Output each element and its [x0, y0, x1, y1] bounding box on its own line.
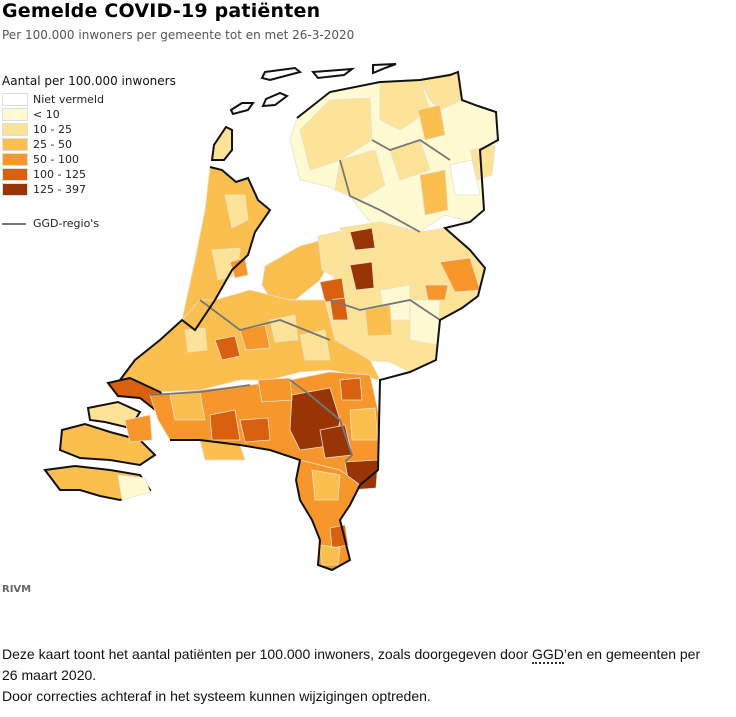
- description-text: Deze kaart toont het aantal patiënten pe…: [2, 646, 533, 662]
- legend-label: < 10: [33, 108, 60, 121]
- description-text: ’en en gemeenten per: [563, 646, 701, 662]
- legend-label: 100 - 125: [33, 168, 86, 181]
- map-legend: Aantal per 100.000 inwoners Niet vermeld…: [2, 74, 176, 230]
- map-description: Deze kaart toont het aantal patiënten pe…: [2, 644, 736, 707]
- ggd-abbreviation[interactable]: GGD: [532, 646, 564, 664]
- legend-label: 125 - 397: [33, 183, 86, 196]
- description-date: 26 maart 2020.: [2, 667, 97, 683]
- legend-swatch: [2, 153, 28, 166]
- legend-label: GGD-regio's: [33, 217, 100, 230]
- legend-swatch: [2, 183, 28, 196]
- legend-item-125-397: 125 - 397: [2, 182, 176, 197]
- legend-swatch: [2, 123, 28, 136]
- legend-label: 10 - 25: [33, 123, 72, 136]
- legend-swatch: [2, 138, 28, 151]
- legend-item-10-25: 10 - 25: [2, 122, 176, 137]
- legend-ggd-regions: GGD-regio's: [2, 217, 176, 230]
- description-note: Door correcties achteraf in het systeem …: [2, 688, 431, 704]
- legend-label: 25 - 50: [33, 138, 72, 151]
- legend-title: Aantal per 100.000 inwoners: [2, 74, 176, 88]
- legend-swatch: [2, 108, 28, 121]
- page-subtitle: Per 100.000 inwoners per gemeente tot en…: [2, 28, 355, 42]
- legend-item-100-125: 100 - 125: [2, 167, 176, 182]
- source-credit: RIVM: [2, 584, 32, 595]
- legend-label: 50 - 100: [33, 153, 79, 166]
- legend-swatch: [2, 93, 28, 106]
- legend-item-50-100: 50 - 100: [2, 152, 176, 167]
- page-title: Gemelde COVID-19 patiënten: [2, 0, 321, 22]
- netherlands-map: [43, 63, 500, 572]
- legend-label: Niet vermeld: [33, 93, 104, 106]
- legend-swatch: [2, 168, 28, 181]
- legend-item-25-50: 25 - 50: [2, 137, 176, 152]
- legend-item-lt-10: < 10: [2, 107, 176, 122]
- legend-item-niet-vermeld: Niet vermeld: [2, 92, 176, 107]
- ggd-line-icon: [2, 222, 26, 225]
